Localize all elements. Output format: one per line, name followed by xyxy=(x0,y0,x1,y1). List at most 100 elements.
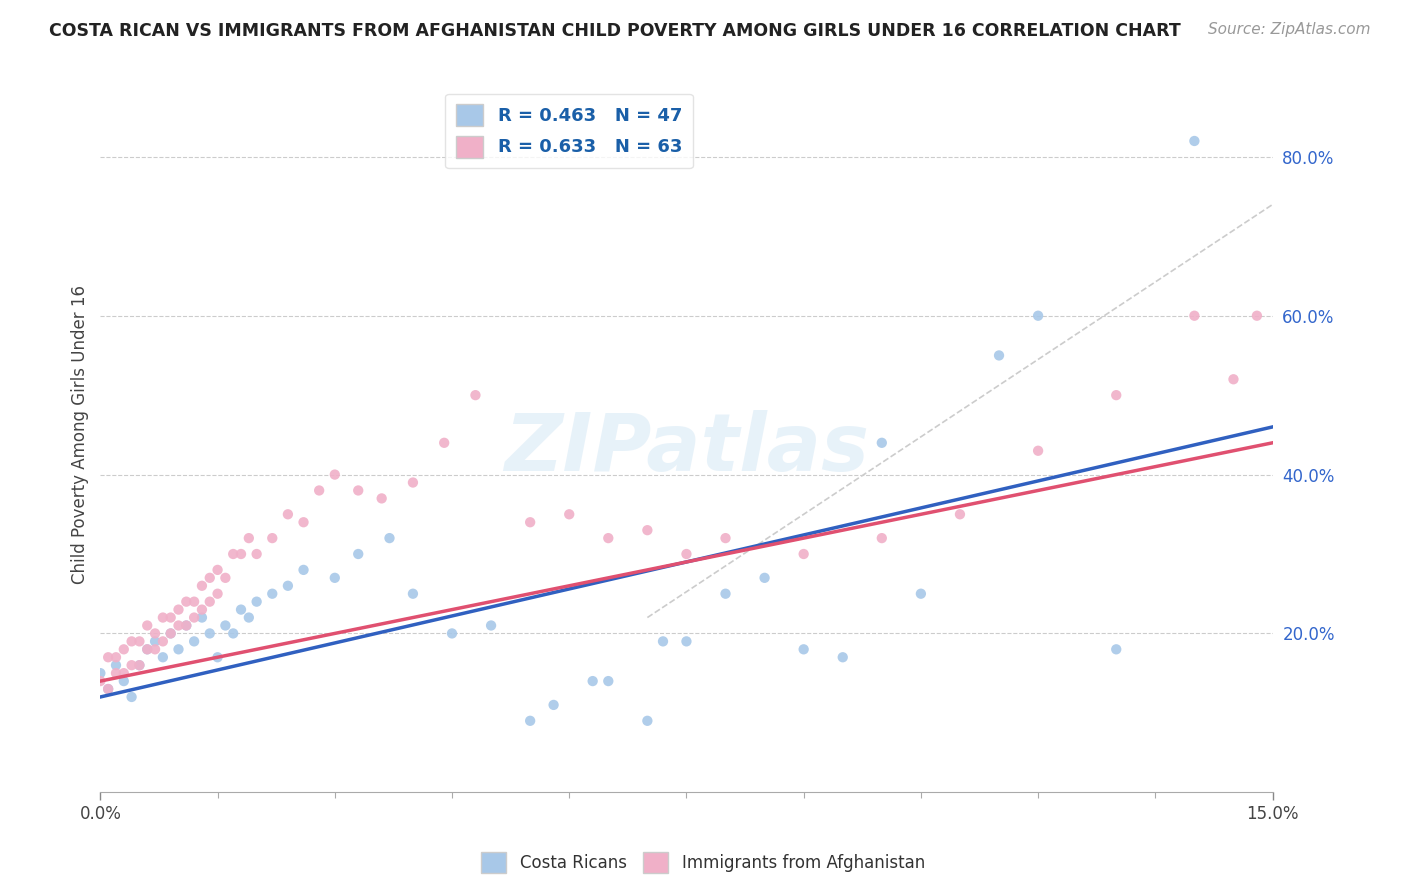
Point xyxy=(949,508,972,522)
Point xyxy=(222,547,245,561)
Point xyxy=(176,618,198,632)
Point xyxy=(292,515,315,529)
Point xyxy=(1182,134,1205,148)
Point xyxy=(143,634,166,648)
Point xyxy=(136,618,159,632)
Point xyxy=(598,674,620,689)
Point xyxy=(128,658,150,673)
Point xyxy=(191,610,214,624)
Point xyxy=(207,650,229,665)
Point xyxy=(198,626,221,640)
Point xyxy=(214,618,236,632)
Point xyxy=(207,563,229,577)
Point xyxy=(323,467,346,482)
Point xyxy=(675,547,697,561)
Point xyxy=(598,531,620,545)
Point xyxy=(636,523,658,537)
Point xyxy=(238,610,260,624)
Point xyxy=(143,642,166,657)
Point xyxy=(262,531,284,545)
Point xyxy=(440,626,463,640)
Point xyxy=(433,435,456,450)
Point xyxy=(183,595,205,609)
Point xyxy=(104,666,127,681)
Point xyxy=(121,634,143,648)
Point xyxy=(831,650,853,665)
Point xyxy=(1105,642,1128,657)
Point xyxy=(378,531,401,545)
Legend: Costa Ricans, Immigrants from Afghanistan: Costa Ricans, Immigrants from Afghanista… xyxy=(475,846,931,880)
Point xyxy=(198,571,221,585)
Point xyxy=(104,650,127,665)
Point xyxy=(97,681,120,696)
Point xyxy=(308,483,330,498)
Point xyxy=(183,610,205,624)
Point xyxy=(191,579,214,593)
Point xyxy=(136,642,159,657)
Text: Source: ZipAtlas.com: Source: ZipAtlas.com xyxy=(1208,22,1371,37)
Point xyxy=(167,642,190,657)
Point xyxy=(479,618,502,632)
Point xyxy=(1026,309,1049,323)
Point xyxy=(370,491,392,506)
Point xyxy=(402,475,425,490)
Point xyxy=(112,674,135,689)
Point xyxy=(519,515,541,529)
Point xyxy=(1246,309,1268,323)
Text: ZIPatlas: ZIPatlas xyxy=(503,410,869,488)
Point xyxy=(207,587,229,601)
Point xyxy=(229,602,252,616)
Point xyxy=(246,595,269,609)
Point xyxy=(464,388,486,402)
Point xyxy=(910,587,932,601)
Point xyxy=(159,626,181,640)
Point xyxy=(323,571,346,585)
Point xyxy=(988,348,1011,362)
Point xyxy=(121,690,143,704)
Point xyxy=(159,626,181,640)
Point xyxy=(636,714,658,728)
Point xyxy=(136,642,159,657)
Point xyxy=(152,610,174,624)
Point xyxy=(292,563,315,577)
Point xyxy=(112,642,135,657)
Point xyxy=(277,508,299,522)
Point xyxy=(214,571,236,585)
Point xyxy=(198,595,221,609)
Point xyxy=(714,531,737,545)
Point xyxy=(582,674,605,689)
Point xyxy=(1026,443,1049,458)
Point xyxy=(870,531,893,545)
Point xyxy=(793,642,815,657)
Point xyxy=(159,610,181,624)
Point xyxy=(277,579,299,593)
Point xyxy=(167,602,190,616)
Point xyxy=(543,698,565,712)
Point xyxy=(1105,388,1128,402)
Legend: R = 0.463   N = 47, R = 0.633   N = 63: R = 0.463 N = 47, R = 0.633 N = 63 xyxy=(446,94,693,169)
Point xyxy=(97,650,120,665)
Point xyxy=(176,618,198,632)
Y-axis label: Child Poverty Among Girls Under 16: Child Poverty Among Girls Under 16 xyxy=(72,285,89,584)
Point xyxy=(347,547,370,561)
Point xyxy=(89,666,111,681)
Point xyxy=(246,547,269,561)
Point xyxy=(191,602,214,616)
Point xyxy=(347,483,370,498)
Point xyxy=(229,547,252,561)
Point xyxy=(652,634,675,648)
Point xyxy=(152,650,174,665)
Point xyxy=(128,658,150,673)
Point xyxy=(793,547,815,561)
Point xyxy=(143,626,166,640)
Point xyxy=(558,508,581,522)
Text: COSTA RICAN VS IMMIGRANTS FROM AFGHANISTAN CHILD POVERTY AMONG GIRLS UNDER 16 CO: COSTA RICAN VS IMMIGRANTS FROM AFGHANIST… xyxy=(49,22,1181,40)
Point xyxy=(176,595,198,609)
Point xyxy=(183,634,205,648)
Point xyxy=(128,634,150,648)
Point xyxy=(152,634,174,648)
Point xyxy=(1222,372,1244,386)
Point xyxy=(238,531,260,545)
Point xyxy=(675,634,697,648)
Point xyxy=(97,681,120,696)
